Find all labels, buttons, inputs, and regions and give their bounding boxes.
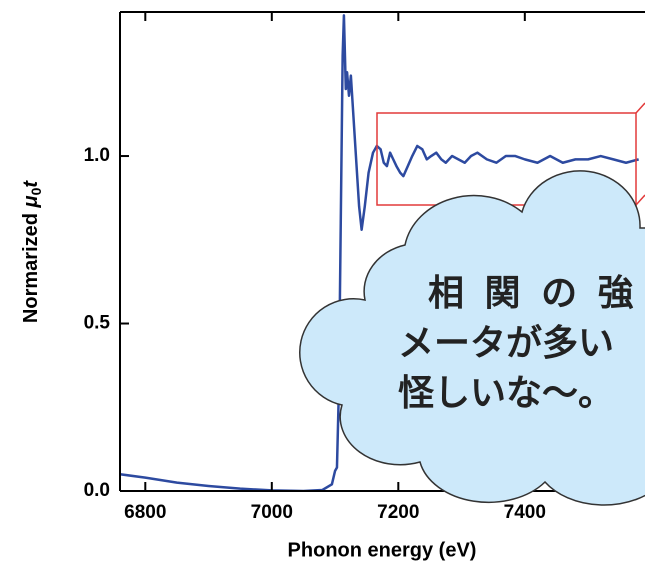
- y-title-suffix: t: [20, 180, 42, 188]
- callout-line: 怪しいな〜。: [398, 373, 614, 414]
- y-tick-label: 1.0: [84, 145, 110, 166]
- callout: 相 関 の 強 い メータが多い 怪しいな〜。: [300, 171, 645, 505]
- y-title-text: Normarized: [20, 213, 42, 323]
- y-title-subscript: 0: [28, 187, 44, 195]
- x-tick-label: 7400: [504, 502, 546, 523]
- chart: 6800 7000 7200 7400 0.0 0.5 1.0 相 関 の 強 い メータが…: [0, 0, 645, 569]
- callout-line: 相 関 の 強 い: [428, 273, 645, 314]
- y-tick-label: 0.0: [84, 480, 110, 501]
- y-title-symbol: μ: [20, 195, 42, 208]
- x-tick-label: 6800: [124, 502, 166, 523]
- y-tick-label: 0.5: [84, 313, 111, 334]
- highlight-connector: [636, 195, 645, 205]
- highlight-connector: [636, 103, 645, 113]
- callout-line: メータが多い: [398, 323, 614, 364]
- page: {"chart_data":{"type":"line", "x_label":…: [0, 0, 645, 569]
- x-axis-title: Phonon energy (eV): [288, 539, 477, 561]
- y-axis-title: Normarized μ0t: [20, 180, 43, 323]
- x-tick-label: 7000: [251, 502, 293, 523]
- x-tick-label: 7200: [377, 502, 419, 523]
